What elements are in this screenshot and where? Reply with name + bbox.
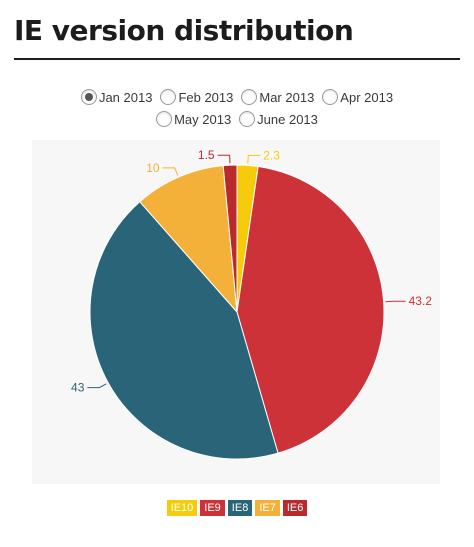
month-selector-row-1: Jan 2013 Feb 2013 Mar 2013 Apr 2013 <box>0 86 474 108</box>
data-label-ie6: 1.5 <box>198 148 215 162</box>
radio-label: May 2013 <box>174 111 232 127</box>
pie-labels: 2.3 43.2 43 10 1.5 <box>71 148 432 394</box>
radio-jan-2013[interactable]: Jan 2013 <box>80 86 153 108</box>
radio-circle[interactable] <box>239 111 256 127</box>
month-selector-row-2: May 2013 June 2013 <box>0 108 474 130</box>
pie-slices <box>89 164 385 460</box>
label-connector-ie8 <box>87 383 107 389</box>
label-connector-ie7 <box>162 167 179 176</box>
radio-circle[interactable] <box>156 111 173 127</box>
radio-june-2013[interactable]: June 2013 <box>239 108 318 130</box>
legend-item-ie8[interactable]: IE8 <box>227 500 253 516</box>
data-label-ie10: 2.3 <box>263 148 280 162</box>
legend-item-ie10[interactable]: IE10 <box>166 500 198 516</box>
label-connector-ie9 <box>385 300 406 303</box>
legend-item-ie6[interactable]: IE6 <box>282 500 308 516</box>
legend-item-ie9[interactable]: IE9 <box>200 500 225 516</box>
radio-circle[interactable] <box>160 89 177 105</box>
radio-label: Jan 2013 <box>98 89 153 105</box>
radio-feb-2013[interactable]: Feb 2013 <box>160 86 233 108</box>
radio-label: Mar 2013 <box>259 89 315 105</box>
data-label-ie7: 10 <box>146 161 160 175</box>
pie-slice-ie6[interactable] <box>222 164 238 313</box>
chart-legend: IE10 IE9 IE8 IE7 IE6 <box>0 500 474 516</box>
month-selector: Jan 2013 Feb 2013 Mar 2013 Apr 2013 May … <box>0 86 474 130</box>
radio-label: Feb 2013 <box>178 89 234 105</box>
radio-circle[interactable] <box>322 89 339 105</box>
data-label-ie8: 43 <box>71 381 85 395</box>
pie-slice-ie9[interactable] <box>236 165 385 454</box>
label-connector-ie6 <box>217 154 231 164</box>
radio-mar-2013[interactable]: Mar 2013 <box>241 86 314 108</box>
radio-apr-2013[interactable]: Apr 2013 <box>322 86 393 108</box>
radio-circle[interactable] <box>80 89 97 105</box>
legend-item-ie7[interactable]: IE7 <box>255 500 280 516</box>
pie-slice-ie8[interactable] <box>89 201 279 460</box>
label-connector-ie10 <box>247 154 261 164</box>
radio-label: June 2013 <box>257 111 318 127</box>
pie-slice-ie7[interactable] <box>139 165 238 314</box>
page-title: IE version distribution <box>14 14 354 47</box>
radio-circle[interactable] <box>241 89 258 105</box>
radio-may-2013[interactable]: May 2013 <box>156 108 231 130</box>
radio-label: Apr 2013 <box>340 89 394 105</box>
title-divider <box>14 58 460 60</box>
data-label-ie9: 43.2 <box>409 294 433 308</box>
